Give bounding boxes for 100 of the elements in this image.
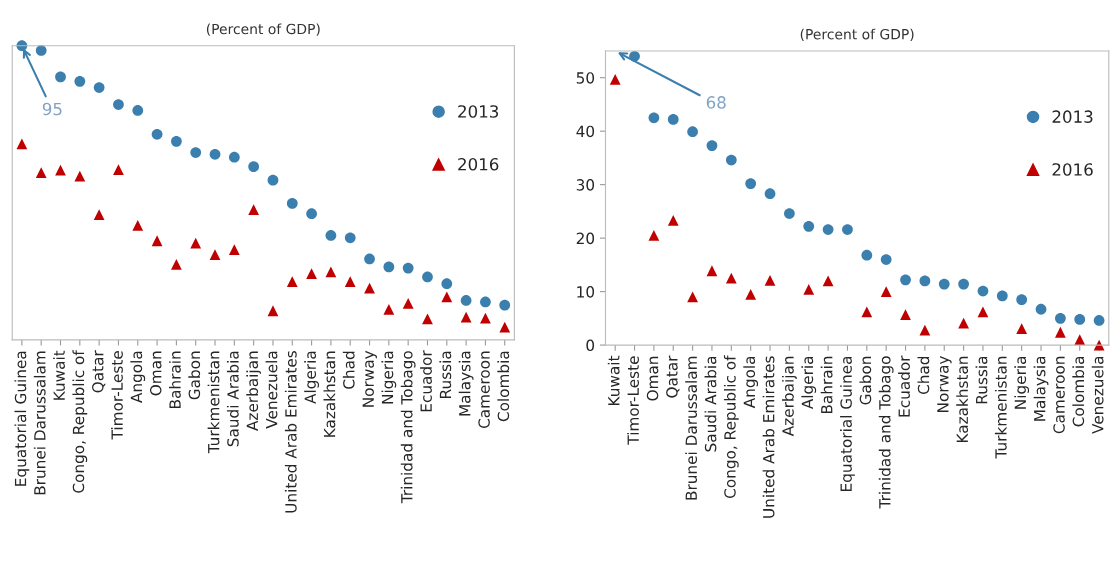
- x-tick-label: Turkmenistan: [994, 356, 1007, 459]
- point: [861, 306, 873, 318]
- point: [364, 253, 375, 265]
- point: [441, 278, 453, 290]
- point: [725, 272, 737, 284]
- point: [248, 161, 260, 173]
- point: [900, 274, 911, 286]
- point: [480, 296, 491, 308]
- x-tick-label: Angola: [130, 351, 146, 403]
- point: [113, 164, 124, 175]
- point: [803, 220, 815, 232]
- point: [667, 114, 679, 125]
- x-tick-label: Malaysia: [458, 351, 474, 416]
- x-tick-label: Nigeria: [381, 351, 397, 404]
- point: [422, 271, 433, 283]
- point: [228, 244, 240, 255]
- point: [228, 151, 240, 163]
- x-tick-label: Kazakhstan: [956, 356, 969, 443]
- x-tick-label: Trinidad and Tobago: [400, 351, 416, 504]
- point: [900, 309, 911, 320]
- x-tick-label: Turkmenistan: [207, 351, 220, 454]
- y-tick-label: 50: [576, 72, 595, 84]
- point: [325, 266, 337, 278]
- x-tick-label: Timor-Leste: [627, 356, 639, 445]
- point: [1055, 326, 1066, 338]
- x-tick-label: Chad: [342, 351, 355, 389]
- point: [325, 230, 337, 241]
- point: [402, 298, 414, 309]
- point: [74, 170, 86, 182]
- point: [460, 311, 472, 323]
- point: [919, 324, 931, 336]
- x-tick-label: Angola: [743, 356, 759, 409]
- point: [209, 249, 221, 260]
- x-tick-label: Oman: [646, 356, 659, 401]
- point: [132, 105, 144, 116]
- point: [402, 262, 414, 274]
- point: [822, 224, 834, 235]
- y-tick-label: 10: [577, 286, 595, 298]
- point: [1016, 294, 1028, 306]
- point: [306, 208, 317, 220]
- point: [1035, 303, 1047, 315]
- point: [977, 285, 989, 297]
- point: [93, 209, 105, 220]
- x-tick-label: Colombia: [497, 351, 510, 422]
- x-tick-label: Kuwait: [607, 355, 620, 406]
- annotation: 95: [42, 102, 62, 116]
- x-tick-label: Equatorial Guinea: [840, 356, 855, 491]
- x-tick-label: Venezuela: [1091, 356, 1104, 434]
- x-tick-label: Norway: [937, 355, 952, 412]
- point: [441, 291, 453, 303]
- x-tick-label: United Arab Emirates: [762, 356, 775, 518]
- chart-subtitle: (Percent of GDP): [800, 28, 914, 42]
- x-tick-label: Ecuador: [420, 350, 432, 412]
- point: [171, 135, 182, 147]
- x-tick-label: Timor-Leste: [111, 351, 123, 440]
- point: [725, 154, 737, 166]
- point: [919, 275, 931, 287]
- x-tick-label: Brunei Darussalam: [33, 351, 46, 495]
- point: [93, 82, 105, 93]
- point: [132, 220, 144, 231]
- x-tick-label: Norway: [362, 350, 377, 407]
- x-tick-label: Chad: [917, 356, 930, 395]
- x-tick-label: Kuwait: [53, 350, 65, 400]
- x-tick-label: Congo, Republic of: [72, 350, 88, 493]
- point: [609, 73, 621, 85]
- point: [151, 128, 163, 140]
- point: [499, 299, 511, 311]
- x-tick-label: Nigeria: [1014, 356, 1030, 409]
- point: [861, 249, 873, 261]
- x-tick-label: Saudi Arabia: [226, 351, 239, 447]
- point: [764, 275, 776, 286]
- point: [764, 188, 776, 200]
- point: [190, 237, 202, 249]
- x-tick-label: Russia: [975, 356, 988, 404]
- point: [267, 305, 279, 317]
- point: [499, 321, 511, 333]
- point: [880, 286, 892, 297]
- point: [209, 148, 221, 160]
- point: [842, 224, 853, 235]
- point: [383, 261, 395, 273]
- point: [648, 230, 660, 241]
- point: [803, 284, 815, 295]
- point: [687, 126, 698, 138]
- x-tick-label: Qatar: [92, 350, 106, 393]
- point: [383, 303, 395, 315]
- point: [306, 268, 317, 280]
- point: [286, 276, 298, 288]
- x-tick-label: Malaysia: [1033, 356, 1049, 421]
- x-tick-label: United Arab Emirates: [284, 351, 297, 513]
- x-tick-label: Azerbaijan: [246, 351, 262, 431]
- point: [171, 258, 182, 270]
- x-tick-label: Qatar: [666, 355, 680, 398]
- point: [938, 278, 950, 290]
- x-tick-label: Ecuador: [898, 355, 910, 417]
- point: [460, 295, 472, 306]
- x-tick-label: Algeria: [304, 351, 319, 404]
- x-tick-label: Azerbaijan: [781, 356, 797, 437]
- x-tick-label: Congo, Republic of: [723, 355, 739, 498]
- point: [745, 178, 757, 189]
- point: [344, 276, 356, 288]
